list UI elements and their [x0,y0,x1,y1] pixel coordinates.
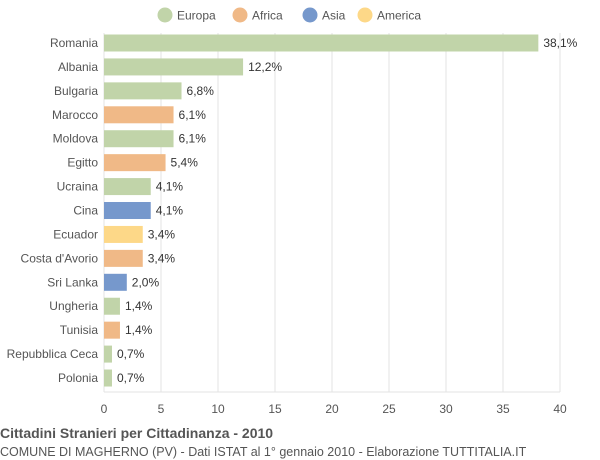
category-label: Marocco [52,108,98,122]
legend-marker [157,7,173,23]
category-label: Bulgaria [54,84,98,98]
data-label: 0,7% [117,371,145,385]
data-label: 5,4% [171,156,199,170]
category-label: Ecuador [53,227,98,241]
category-label: Polonia [58,371,98,385]
x-tick-label: 30 [439,402,453,416]
data-label: 4,1% [156,180,184,194]
bar [104,321,120,339]
legend-marker [232,7,248,23]
category-label: Tunisia [60,323,99,337]
data-label: 6,1% [179,108,207,122]
data-label: 6,1% [179,132,207,146]
x-tick-label: 40 [553,402,567,416]
data-label: 3,4% [148,227,176,241]
chart-title: Cittadini Stranieri per Cittadinanza - 2… [0,425,274,441]
bar [104,34,539,52]
category-label: Cina [73,204,98,218]
category-label: Ungheria [49,299,98,313]
x-tick-label: 0 [101,402,108,416]
data-label: 0,7% [117,347,145,361]
bar [104,178,151,196]
bar [104,249,143,267]
category-label: Costa d'Avorio [21,251,99,265]
bar [104,297,120,315]
bar [104,130,174,148]
x-tick-label: 10 [211,402,225,416]
category-label: Albania [58,60,98,74]
bar [104,154,166,172]
bar [104,106,174,124]
category-label: Moldova [53,132,99,146]
category-label: Egitto [67,156,98,170]
category-label: Romania [50,36,98,50]
data-label: 12,2% [248,60,282,74]
legend-label: Europa [177,9,216,23]
data-label: 3,4% [148,251,176,265]
bar [104,82,182,100]
bar-chart: 0 5 10 15 20 25 30 35 40 Romania 38,1% Albania 12,2%… [7,7,578,416]
category-label: Repubblica Ceca [7,347,99,361]
legend-marker [357,7,373,23]
data-label: 4,1% [156,204,184,218]
bar [104,225,143,243]
data-label: 1,4% [125,323,153,337]
chart-subtitle: COMUNE DI MAGHERNO (PV) - Dati ISTAT al … [0,445,527,459]
category-label: Sri Lanka [47,275,98,289]
legend-marker [302,7,318,23]
data-label: 6,8% [187,84,215,98]
data-label: 38,1% [543,36,577,50]
bar [104,369,112,387]
x-tick-label: 25 [382,402,396,416]
x-tick-label: 15 [268,402,282,416]
legend-label: Africa [252,9,283,23]
bar [104,58,244,76]
data-label: 2,0% [132,275,160,289]
x-tick-label: 5 [158,402,165,416]
legend-label: Asia [322,9,346,23]
category-label: Ucraina [57,180,99,194]
legend-label: America [377,9,421,23]
x-tick-label: 35 [496,402,510,416]
data-label: 1,4% [125,299,153,313]
x-tick-label: 20 [325,402,339,416]
bar [104,345,112,363]
bar [104,202,151,220]
bar [104,273,127,291]
